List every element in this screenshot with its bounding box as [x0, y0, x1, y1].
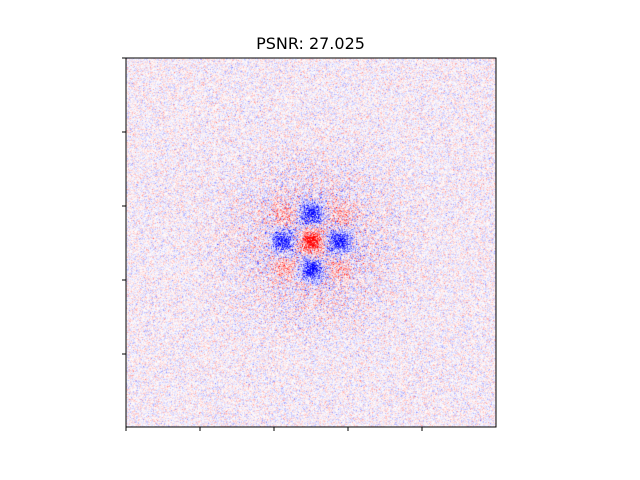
heatmap-image	[126, 58, 496, 427]
y-axis-ticks	[122, 57, 126, 355]
chart-title: PSNR: 27.025	[256, 34, 365, 53]
axes-frame	[125, 57, 497, 428]
plot-area	[126, 58, 496, 427]
x-axis-ticks	[125, 427, 423, 431]
